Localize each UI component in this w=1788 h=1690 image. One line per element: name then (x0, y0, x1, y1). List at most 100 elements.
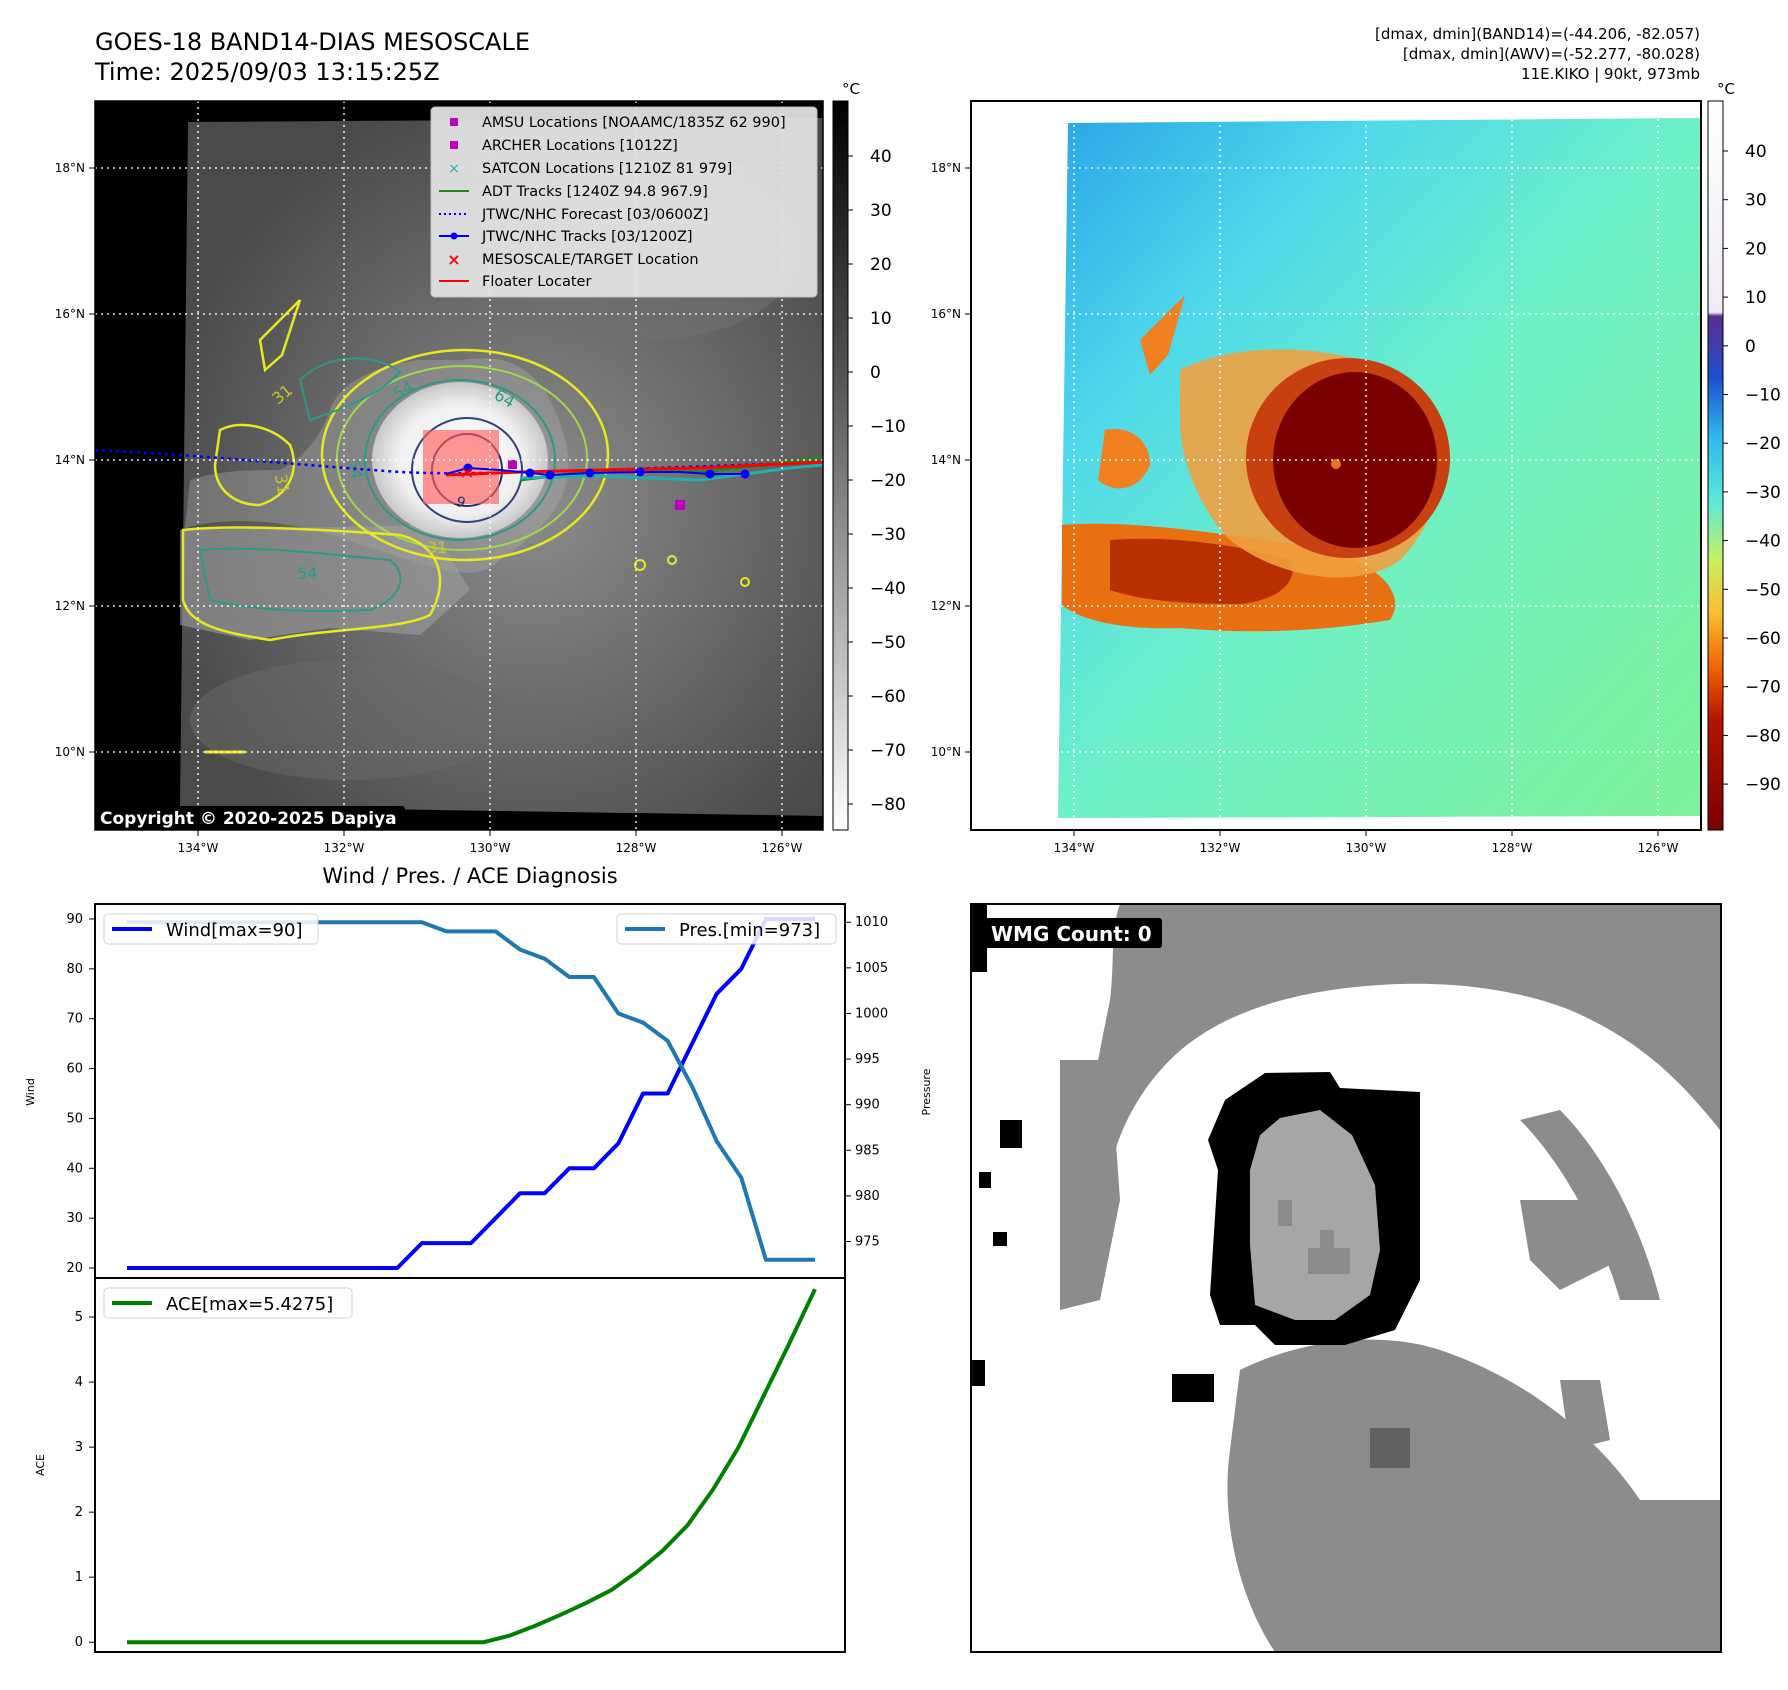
colorbar-tick-label: 0 (870, 363, 881, 383)
contour-label: 54 (297, 564, 317, 583)
y-tick-label: 80 (66, 962, 83, 977)
satcon-track (519, 463, 823, 482)
cdo-contour-mid (336, 365, 588, 551)
wmg-black-cell (979, 1172, 991, 1188)
stat-band14: [dmax, dmin](BAND14)=(-44.206, -82.057) (1375, 25, 1700, 43)
colorbar-tick-label: −40 (870, 579, 906, 599)
y-tick-label: 995 (855, 1052, 880, 1067)
y-tick-label: 985 (855, 1143, 880, 1158)
colorbar-tick-label: −60 (870, 687, 906, 707)
legend-floater-label: Floater Locater (482, 274, 591, 290)
legend-archer-label: ARCHER Locations [1012Z] (482, 138, 678, 154)
jtwc-track-point (635, 467, 645, 477)
wmg-gray-patch (1520, 1200, 1620, 1290)
lon-label: 134°W (178, 841, 219, 855)
wmg-gray-patch (1560, 1380, 1610, 1450)
gray-colorbar-unit: °C (842, 80, 860, 98)
y-tick-label: 50 (66, 1111, 83, 1126)
jtwc-track-point (585, 468, 595, 478)
lat-label: 10°N (931, 745, 961, 759)
wind-legend-box (103, 913, 319, 945)
wmg-gray-south (1227, 1339, 1720, 1652)
legend-box (430, 106, 818, 298)
lat-label: 18°N (931, 161, 961, 175)
convective-cell (667, 555, 677, 565)
colorbar-tick-label: 10 (870, 309, 892, 329)
ir-eye (1331, 459, 1341, 469)
lat-label: 12°N (931, 599, 961, 613)
wmg-black-cell (1172, 1374, 1214, 1402)
colorbar-tick-label: −30 (1745, 483, 1781, 503)
legend-amsu-label: AMSU Locations [NOAAMC/1835Z 62 990] (482, 115, 786, 131)
colorbar-tick-label: −80 (1745, 726, 1781, 746)
colorbar-tick-label: −30 (870, 525, 906, 545)
diagnosis-title: Wind / Pres. / ACE Diagnosis (322, 864, 617, 888)
legend-satcon-label: SATCON Locations [1210Z 81 979] (482, 161, 732, 177)
lat-label: 16°N (55, 307, 85, 321)
wind-pressure-chart: 20 30 40 50 60 70 80 90 975 980 985 990 995 1000 1005… (24, 903, 933, 1279)
figure-title: GOES-18 BAND14-DIAS MESOSCALE (95, 28, 530, 56)
ace-plot-frame (94, 1277, 846, 1653)
lon-label: 132°W (324, 841, 365, 855)
wmg-gray-band-north (1270, 904, 1720, 980)
convective-cell (740, 577, 750, 587)
legend-target-label: MESOSCALE/TARGET Location (482, 252, 699, 268)
lat-label: 18°N (55, 161, 85, 175)
floater-track (445, 460, 823, 477)
archer-marker (508, 460, 517, 469)
grayscale-map-frame (94, 100, 824, 831)
lon-label: 130°W (470, 841, 511, 855)
inner-rainband (180, 525, 470, 640)
color-ir-map (971, 101, 1701, 830)
storm-info: 11E.KIKO | 90kt, 973mb (1521, 65, 1700, 83)
map2-gridlines (971, 101, 1701, 830)
wind-y-ticks: 20 30 40 50 60 70 80 90 (66, 912, 95, 1276)
colorbar-tick-label: −10 (1745, 386, 1781, 406)
ace-y-label: ACE (34, 1454, 47, 1476)
wmg-black-cell (993, 1232, 1007, 1246)
legend-satcon-marker: × (448, 161, 460, 177)
color-colorbar-unit: °C (1717, 80, 1735, 98)
wmg-count-box (984, 918, 1162, 948)
wmg-gray-band-outer (1080, 904, 1720, 1200)
legend-target-marker: × (447, 250, 460, 269)
colorbar-tick-label: −90 (1745, 775, 1781, 795)
y-tick-label: 2 (75, 1505, 83, 1520)
stat-awv: [dmax, dmin](AWV)=(-52.277, -80.028) (1403, 45, 1700, 63)
colorbar-tick-label: −60 (1745, 629, 1781, 649)
y-tick-label: 3 (75, 1440, 83, 1455)
y-tick-label: 20 (66, 1261, 83, 1276)
copyright-box (95, 806, 405, 830)
colorbar-tick-label: 20 (870, 255, 892, 275)
floater-box (423, 430, 499, 504)
map1-lat-labels: 18°N 16°N 14°N 12°N 10°N (55, 161, 95, 759)
wmg-frame (970, 903, 1722, 1653)
wmg-black-cell (1000, 1120, 1022, 1148)
jtwc-track-point (525, 468, 535, 478)
wind-legend-label: Wind[max=90] (166, 920, 303, 941)
color-colorbar (1707, 100, 1724, 831)
map2-lat-labels: 18°N 16°N 14°N 12°N 10°N (931, 161, 971, 759)
wind-y-label: Wind (24, 1078, 37, 1106)
y-tick-label: 70 (66, 1012, 83, 1027)
colorbar-tick-label: −40 (1745, 532, 1781, 552)
colorbar-tick-label: 20 (1745, 239, 1767, 259)
jtwc-track-point (740, 469, 750, 479)
wmg-gray-band-west (1060, 1060, 1120, 1310)
lat-label: 10°N (55, 745, 85, 759)
colorbar-tick-label: −70 (870, 741, 906, 761)
colorbar-tick-label: −10 (870, 417, 906, 437)
legend-forecast-label: JTWC/NHC Forecast [03/0600Z] (481, 207, 708, 223)
wmg-count-label: WMG Count: 0 (991, 922, 1152, 946)
colorbar-tick-label: 40 (1745, 142, 1767, 162)
jtwc-track-point (463, 463, 473, 473)
rainband-contour-west (213, 423, 295, 507)
colorbar-tick-label: 0 (1745, 337, 1756, 357)
colorbar-tick-label: −20 (1745, 434, 1781, 454)
ace-line (127, 1288, 817, 1645)
lon-label: 126°W (1638, 841, 1679, 855)
target-x-marker: × (459, 462, 474, 483)
ir-rainband-inner (1110, 538, 1293, 604)
wind-plot-frame (94, 903, 846, 1279)
colorbar-tick-label: −70 (1745, 678, 1781, 698)
